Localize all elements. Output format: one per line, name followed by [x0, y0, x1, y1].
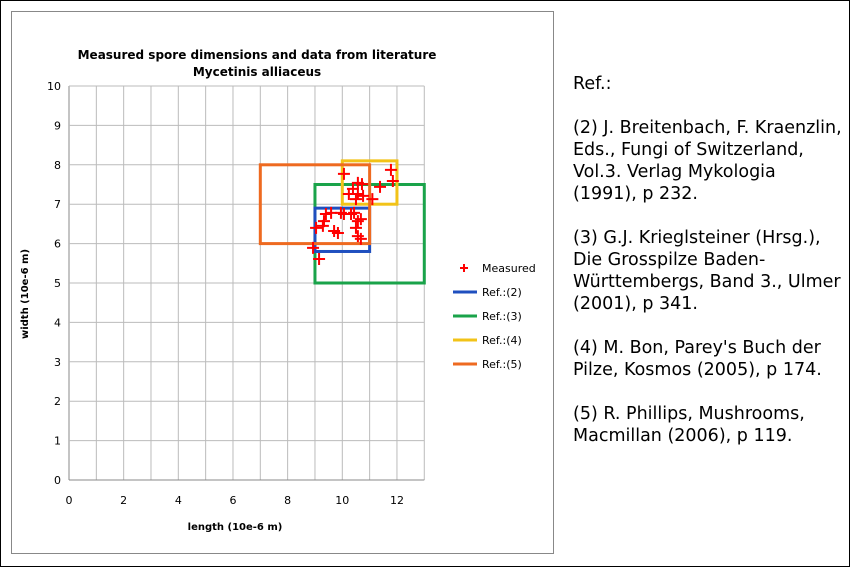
- measured-point: [357, 189, 370, 202]
- measured-point: [354, 232, 367, 245]
- ref-3: (3) G.J. Krieglsteiner (Hrsg.), Die Gros…: [573, 228, 841, 314]
- y-axis-label: width (10e-6 m): [20, 249, 31, 339]
- x-tick-label: 4: [175, 494, 182, 507]
- y-tick-label: 1: [54, 435, 61, 448]
- x-tick-label: 8: [284, 494, 291, 507]
- y-tick-label: 2: [54, 395, 61, 408]
- x-tick-label: 12: [390, 494, 404, 507]
- measured-point: [348, 206, 361, 219]
- x-tick-label: 10: [335, 494, 349, 507]
- x-tick-label: 6: [229, 494, 236, 507]
- refs-heading: Ref.:: [573, 74, 612, 94]
- legend-label: Ref.:(5): [482, 358, 522, 371]
- ref-5: (5) R. Phillips, Mushrooms, Macmillan (2…: [573, 404, 805, 446]
- chart-title: Measured spore dimensions and data from …: [78, 48, 437, 62]
- y-tick-label: 8: [54, 159, 61, 172]
- y-tick-label: 7: [54, 198, 61, 211]
- legend-label: Ref.:(3): [482, 310, 522, 323]
- x-axis-label: length (10e-6 m): [188, 522, 283, 533]
- measured-point: [351, 230, 364, 243]
- measured-point: [374, 180, 387, 193]
- y-tick-label: 5: [54, 277, 61, 290]
- measured-point: [313, 252, 326, 265]
- y-tick-label: 10: [47, 80, 61, 93]
- ref-2: (2) J. Breitenbach, F. Kraenzlin, Eds., …: [573, 118, 842, 204]
- y-tick-label: 3: [54, 356, 61, 369]
- measured-point: [366, 193, 379, 206]
- measured-point: [319, 208, 332, 221]
- legend-measured-label: Measured: [482, 262, 536, 275]
- spore-chart: Measured spore dimensions and data from …: [20, 48, 536, 533]
- y-tick-label: 9: [54, 119, 61, 132]
- references: Ref.: (2) J. Breitenbach, F. Kraenzlin, …: [573, 73, 843, 469]
- measured-point: [354, 213, 367, 226]
- y-tick-label: 6: [54, 238, 61, 251]
- x-tick-label: 2: [120, 494, 127, 507]
- legend-measured-marker: [460, 264, 468, 272]
- measured-point: [349, 221, 362, 234]
- chart-subtitle: Mycetinis alliaceus: [193, 65, 321, 79]
- measured-point: [355, 178, 368, 191]
- measured-point: [331, 226, 344, 239]
- chart-area: Measured spore dimensions and data from …: [11, 11, 554, 554]
- range-rect-Ref.:(5): [258, 163, 372, 246]
- measured-point: [351, 187, 364, 200]
- measured-point: [349, 193, 362, 206]
- measured-point: [316, 219, 329, 232]
- measured-point: [384, 163, 397, 176]
- x-tick-label: 0: [66, 494, 73, 507]
- y-tick-label: 0: [54, 474, 61, 487]
- ref-4: (4) M. Bon, Parey's Buch der Pilze, Kosm…: [573, 338, 822, 380]
- measured-point: [307, 241, 320, 254]
- measured-point: [310, 221, 323, 234]
- measured-point: [386, 174, 399, 187]
- legend-label: Ref.:(2): [482, 286, 522, 299]
- measured-point: [337, 167, 350, 180]
- y-tick-label: 4: [54, 316, 61, 329]
- legend-label: Ref.:(4): [482, 334, 522, 347]
